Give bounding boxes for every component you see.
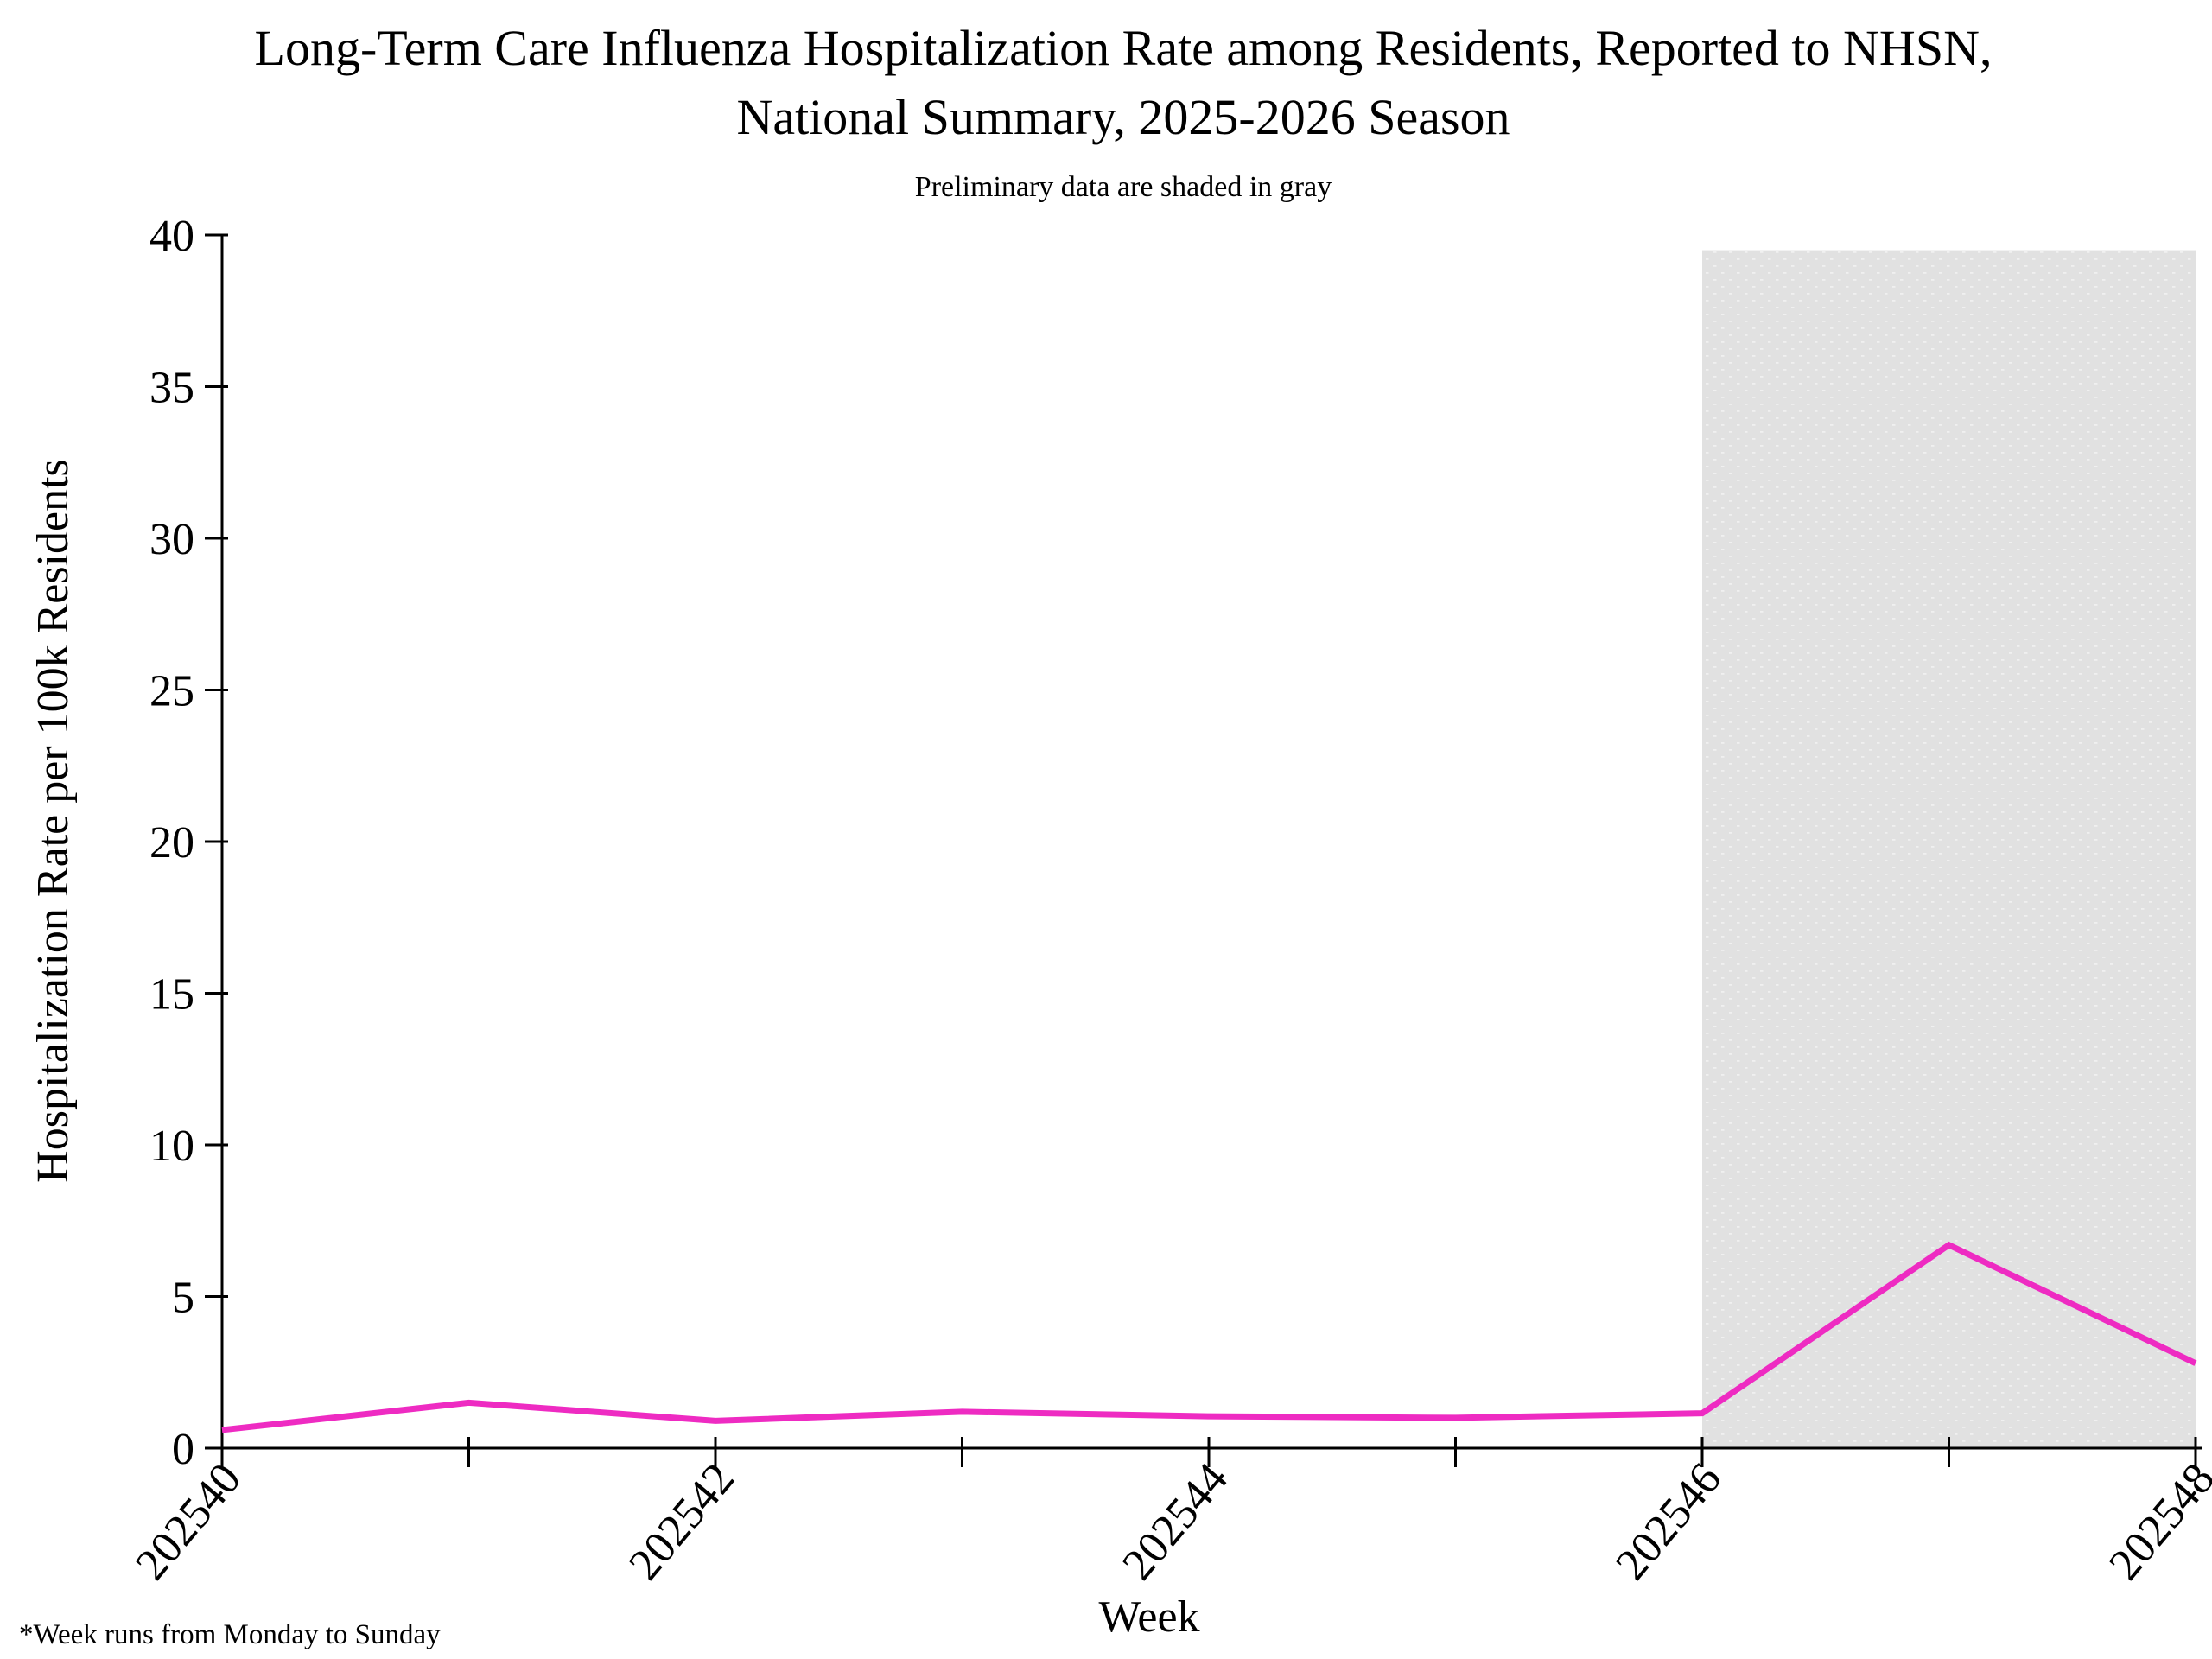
y-tick-label: 35 xyxy=(149,364,194,413)
hospitalization-rate-line xyxy=(221,1241,2197,1433)
x-tick-label: 202546 xyxy=(1606,1454,1731,1589)
x-tick-label: 202548 xyxy=(2100,1454,2212,1589)
preliminary-shaded-region xyxy=(1702,250,2196,1448)
x-tick-label: 202542 xyxy=(620,1454,744,1589)
chart-title-line1: Long-Term Care Influenza Hospitalization… xyxy=(254,20,1993,76)
y-tick-label: 25 xyxy=(149,667,194,716)
footnote: *Week runs from Monday to Sunday xyxy=(19,1619,441,1650)
chart-title: Long-Term Care Influenza Hospitalization… xyxy=(35,14,2212,152)
y-tick-label: 0 xyxy=(172,1425,194,1474)
y-axis-title: Hospitalization Rate per 100k Residents xyxy=(29,459,78,1183)
chart-title-line2: National Summary, 2025-2026 Season xyxy=(736,89,1510,145)
y-tick-label: 15 xyxy=(149,970,194,1020)
y-tick-label: 20 xyxy=(149,818,194,868)
y-tick-label: 30 xyxy=(149,515,194,564)
x-axis-title: Week xyxy=(1098,1592,1200,1642)
y-tick-label: 5 xyxy=(172,1274,194,1323)
y-tick-label: 40 xyxy=(149,212,194,261)
y-tick-label: 10 xyxy=(149,1122,194,1171)
x-tick-label: 202544 xyxy=(1113,1454,1237,1589)
x-tick-label: 202540 xyxy=(126,1454,251,1589)
chart-subtitle: Preliminary data are shaded in gray xyxy=(914,171,1332,203)
